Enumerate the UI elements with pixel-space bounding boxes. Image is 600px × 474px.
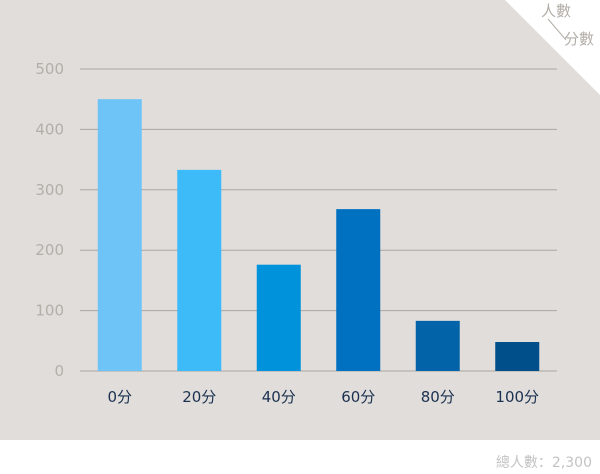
bar-3: [336, 209, 381, 371]
bar-1: [177, 169, 222, 371]
y-tick-label: 200: [35, 241, 64, 259]
y-axis-ticks: 0 100 200 300 400 500: [35, 60, 64, 380]
x-tick-label: 100分: [495, 388, 539, 406]
bar-4: [415, 320, 460, 371]
bar-2: [256, 264, 301, 371]
x-tick-label: 80分: [421, 388, 455, 406]
axis-corner-label: 人數 分數: [541, 2, 594, 48]
y-tick-label: 500: [35, 60, 64, 78]
chart-panel: [0, 0, 600, 440]
x-tick-label: 20分: [182, 388, 216, 406]
x-axis-ticks: 0分 20分 40分 60分 80分 100分: [107, 388, 539, 406]
bars: [97, 99, 540, 371]
corner-label-people: 人數: [541, 2, 571, 20]
y-tick-label: 0: [54, 362, 64, 380]
grid-lines: [80, 68, 557, 372]
total-count-label: 總人數：2,300: [495, 455, 592, 471]
bar-5: [495, 342, 540, 371]
y-tick-label: 300: [35, 181, 64, 199]
x-tick-label: 40分: [262, 388, 296, 406]
y-tick-label: 400: [35, 120, 64, 138]
x-tick-label: 0分: [107, 388, 132, 406]
bar-0: [97, 99, 142, 371]
y-tick-label: 100: [35, 302, 64, 320]
x-tick-label: 60分: [341, 388, 375, 406]
corner-label-score: 分數: [564, 30, 594, 48]
